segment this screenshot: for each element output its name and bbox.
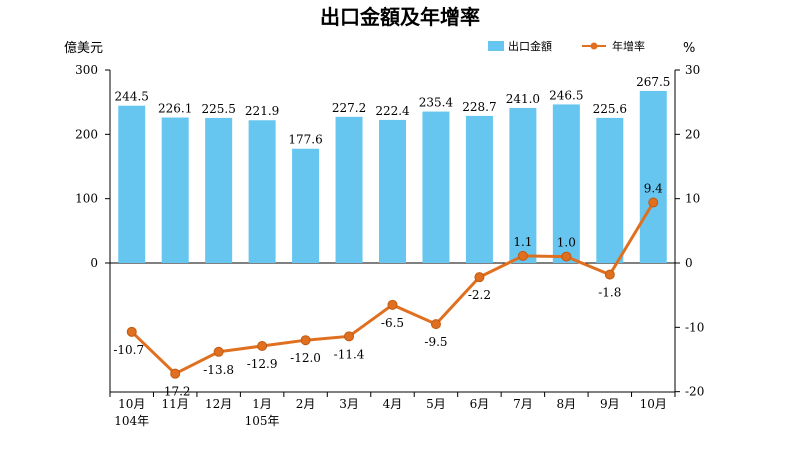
export-bar <box>118 105 146 263</box>
growth-value-label: -17.2 <box>160 385 191 399</box>
export-bar <box>335 116 363 264</box>
growth-point <box>430 319 441 330</box>
bar-value-label: 227.2 <box>332 101 366 115</box>
export-bar <box>205 117 233 263</box>
bar-labels: 244.5 226.1 225.5 221.9 177.6 227.2 222.4 235.4… <box>115 75 671 147</box>
x-year-label: 105年 <box>245 414 280 428</box>
x-category-label: 11月 <box>162 397 189 411</box>
growth-point <box>604 269 615 280</box>
growth-point <box>517 250 528 261</box>
legend-bar-swatch <box>488 41 504 51</box>
axes: 0 100 200 300 -20 -10 0 10 20 30 <box>75 63 704 399</box>
x-category-label: 10月 <box>640 397 667 411</box>
growth-value-label: -13.8 <box>203 363 234 377</box>
right-tick-label: 30 <box>685 63 700 77</box>
bar-value-label: 244.5 <box>115 90 149 104</box>
legend-label-bar: 出口金額 <box>508 39 552 53</box>
growth-point <box>170 368 181 379</box>
export-bar <box>292 148 320 263</box>
export-bar <box>509 107 537 263</box>
export-bar <box>552 104 580 263</box>
growth-value-label: 1.0 <box>557 236 576 250</box>
right-tick-label: -20 <box>685 385 704 399</box>
left-tick-label: 100 <box>75 192 98 206</box>
chart-title: 出口金額及年增率 <box>320 5 480 29</box>
export-bar <box>161 117 189 264</box>
growth-point <box>474 272 485 283</box>
bar-value-label: 225.6 <box>593 102 627 116</box>
x-category-label: 3月 <box>339 397 359 411</box>
growth-value-label: -11.4 <box>334 347 365 361</box>
left-tick-label: 0 <box>90 256 98 270</box>
legend-label-line: 年增率 <box>612 39 645 53</box>
legend: 出口金額 年增率 <box>488 39 645 53</box>
right-tick-label: 0 <box>685 256 693 270</box>
growth-point <box>213 346 224 357</box>
export-bar <box>379 119 406 263</box>
left-tick-label: 200 <box>75 127 98 141</box>
growth-value-label: -9.5 <box>424 335 447 349</box>
right-tick-label: -10 <box>685 320 704 334</box>
bar-value-label: 241.0 <box>506 92 540 106</box>
growth-point <box>126 326 137 337</box>
right-tick-label: 20 <box>685 127 700 141</box>
growth-value-label: -1.8 <box>598 286 621 300</box>
export-bar <box>248 120 276 264</box>
growth-value-label: -2.2 <box>468 288 491 302</box>
export-bar <box>596 117 624 263</box>
x-category-label: 2月 <box>296 397 316 411</box>
bar-value-label: 222.4 <box>375 104 410 118</box>
x-category-label: 5月 <box>426 397 446 411</box>
x-category-label: 12月 <box>205 397 232 411</box>
legend-line-marker <box>590 42 598 50</box>
left-axis-unit: 億美元 <box>64 40 103 56</box>
growth-point <box>344 331 355 342</box>
growth-point <box>257 340 268 351</box>
growth-point <box>300 335 311 346</box>
x-category-label: 7月 <box>513 397 533 411</box>
export-bar <box>465 115 493 264</box>
bar-value-label: 226.1 <box>158 102 192 116</box>
x-year-label: 104年 <box>114 414 149 428</box>
x-category-label: 1月 <box>252 397 272 411</box>
bar-value-label: 221.9 <box>245 104 279 118</box>
x-category-label: 4月 <box>383 397 403 411</box>
right-axis-unit: % <box>683 41 695 56</box>
growth-value-label: -10.7 <box>113 343 144 357</box>
bar-value-label: 228.7 <box>462 100 496 114</box>
growth-value-label: -6.5 <box>381 316 404 330</box>
growth-value-label: 1.1 <box>513 235 532 249</box>
bar-value-label: 267.5 <box>636 75 670 89</box>
bar-value-label: 177.6 <box>288 133 322 147</box>
growth-point <box>561 251 572 262</box>
bar-value-label: 225.5 <box>201 102 235 116</box>
export-bar <box>639 90 667 264</box>
x-category-label: 6月 <box>470 397 490 411</box>
x-category-label: 10月 <box>118 397 145 411</box>
growth-value-label: 9.4 <box>644 182 663 196</box>
left-tick-label: 300 <box>75 63 98 77</box>
x-labels: 10月 104年 11月 12月 1月 105年 2月 3月 4月 5月 6月 7月 8月 9月 10月 <box>114 397 667 428</box>
bar-value-label: 246.5 <box>549 88 583 102</box>
growth-value-label: -12.9 <box>247 357 278 371</box>
growth-point <box>648 197 659 208</box>
growth-line-layer: -10.7 -17.2 -13.8 -12.9 -12.0 -11.4 -6.5 -9.5 -2… <box>113 182 663 399</box>
growth-point <box>387 299 398 310</box>
x-category-label: 9月 <box>600 397 620 411</box>
right-tick-label: 10 <box>685 192 700 206</box>
x-category-label: 8月 <box>557 397 577 411</box>
bars <box>118 90 667 264</box>
export-bar <box>422 111 450 264</box>
growth-value-label: -12.0 <box>290 351 321 365</box>
bar-value-label: 235.4 <box>419 96 454 110</box>
